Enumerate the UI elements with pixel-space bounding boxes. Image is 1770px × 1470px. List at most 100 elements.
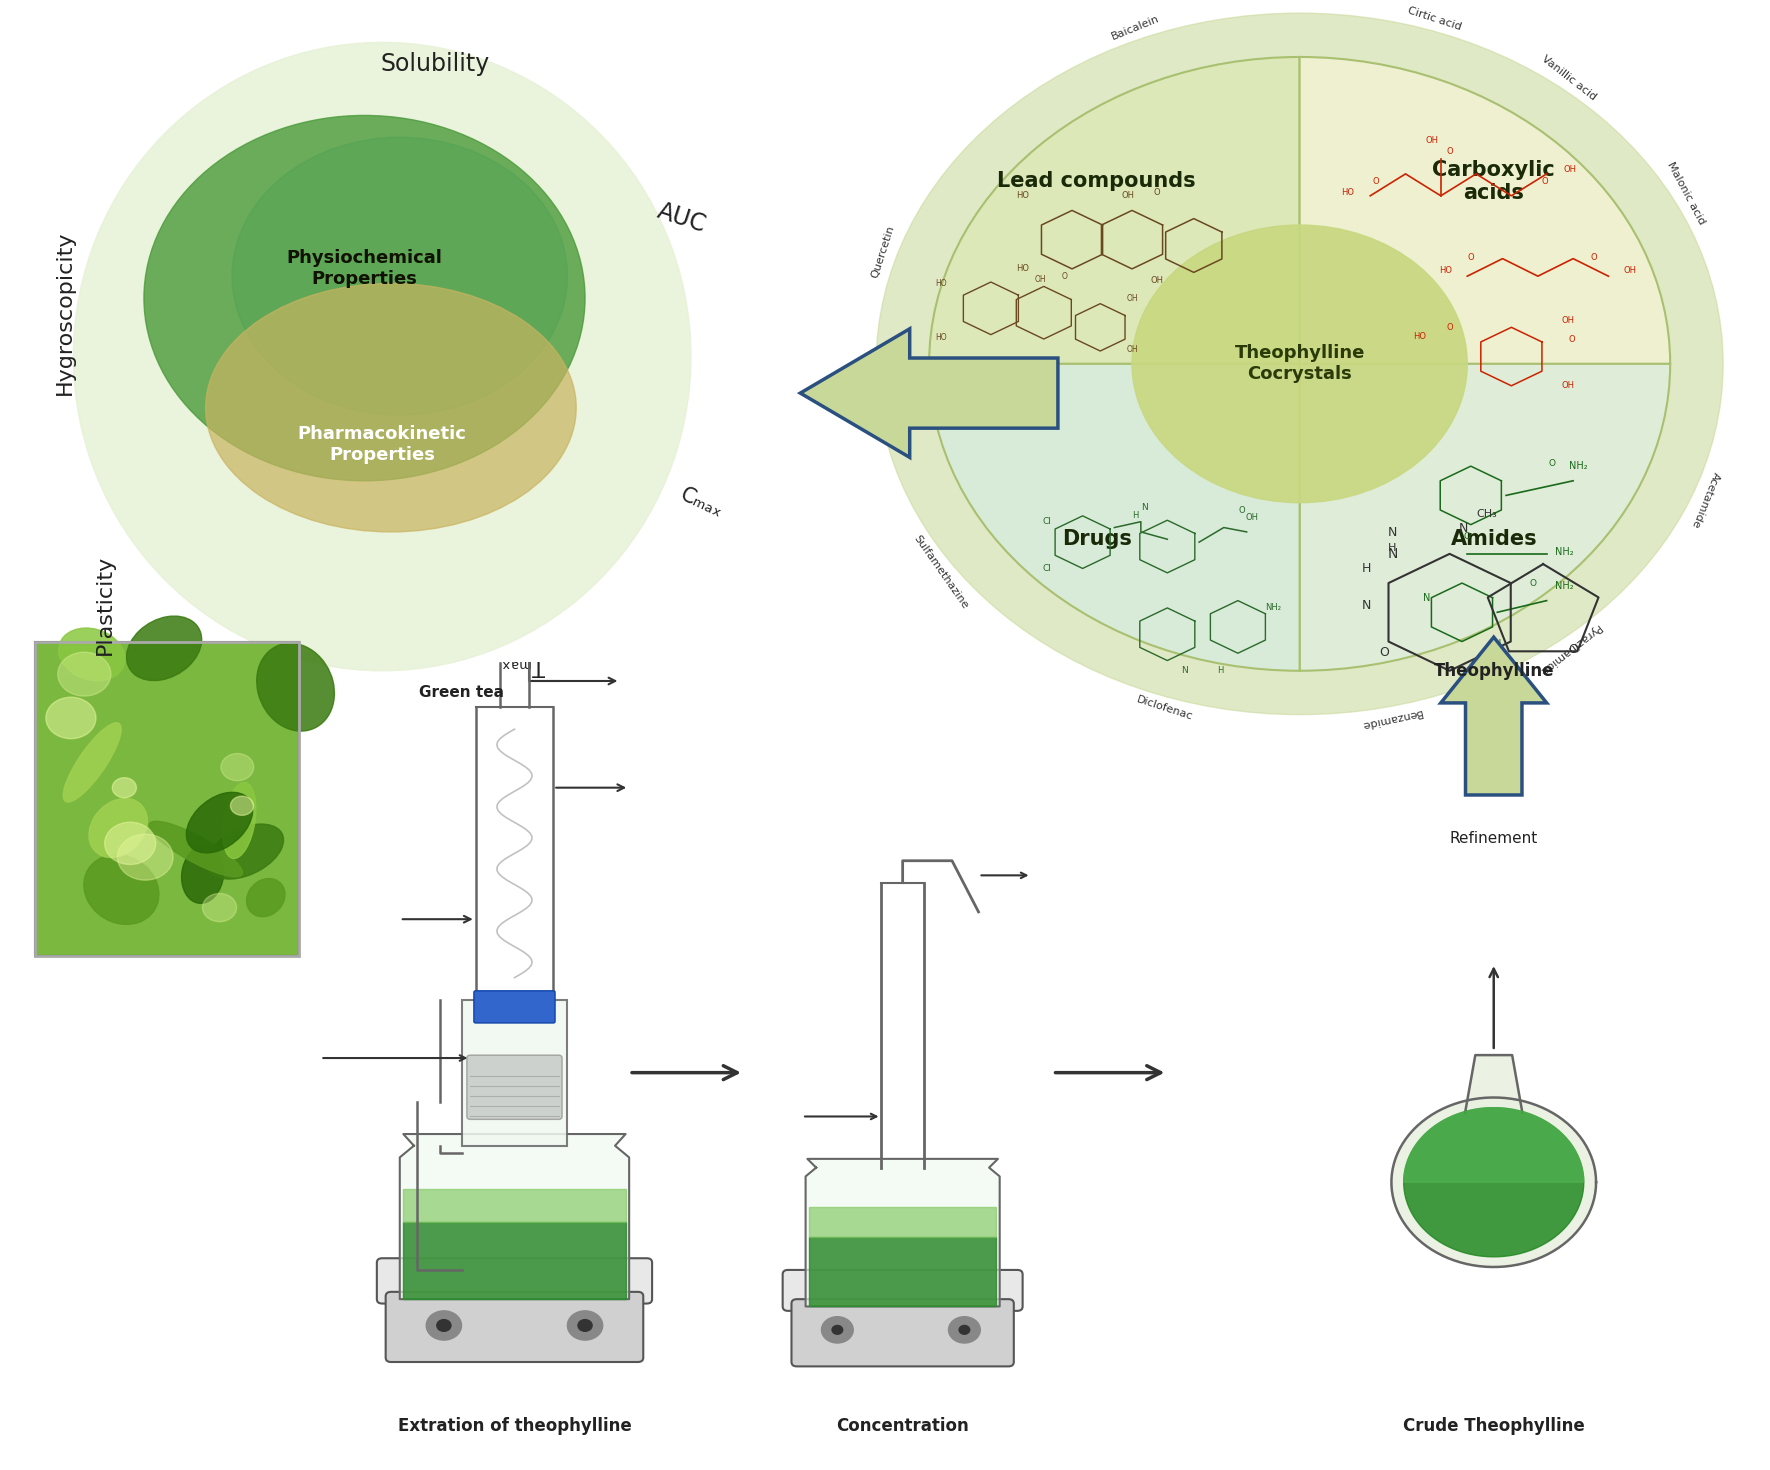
Text: Theophylline: Theophylline	[1434, 662, 1554, 679]
Text: O: O	[1372, 176, 1379, 185]
Text: HO: HO	[1016, 265, 1028, 273]
Circle shape	[58, 653, 112, 697]
Text: N: N	[1388, 526, 1397, 539]
FancyBboxPatch shape	[462, 1000, 568, 1145]
Text: OH: OH	[1126, 345, 1138, 354]
Text: N: N	[1423, 592, 1430, 603]
Text: NH₂: NH₂	[1556, 581, 1574, 591]
Polygon shape	[1404, 1108, 1584, 1257]
Text: Acetamide: Acetamide	[1690, 470, 1720, 529]
Text: N: N	[1182, 666, 1188, 675]
FancyBboxPatch shape	[386, 1292, 643, 1363]
Text: OH: OH	[1425, 135, 1439, 144]
Text: OH: OH	[1122, 191, 1135, 200]
Polygon shape	[805, 1158, 1000, 1307]
Polygon shape	[404, 1189, 625, 1223]
Text: Green tea: Green tea	[419, 685, 504, 700]
Ellipse shape	[205, 284, 577, 532]
Ellipse shape	[182, 845, 223, 904]
Text: O: O	[1529, 579, 1536, 588]
Ellipse shape	[58, 628, 126, 681]
Wedge shape	[1299, 57, 1671, 365]
Ellipse shape	[257, 644, 335, 731]
Text: N: N	[1361, 600, 1370, 613]
Text: Concentration: Concentration	[835, 1417, 968, 1435]
Text: HO: HO	[1342, 188, 1354, 197]
Circle shape	[117, 833, 173, 881]
Circle shape	[221, 754, 253, 781]
Text: CH₃: CH₃	[1497, 700, 1519, 710]
Text: O: O	[1464, 532, 1471, 541]
Text: HO: HO	[1016, 191, 1028, 200]
Text: O: O	[1237, 506, 1244, 514]
FancyBboxPatch shape	[377, 1258, 651, 1304]
Polygon shape	[809, 1207, 997, 1238]
Wedge shape	[929, 57, 1299, 365]
Text: H: H	[1361, 562, 1372, 575]
Text: O: O	[1549, 459, 1556, 467]
Text: Drugs: Drugs	[1062, 529, 1131, 550]
Text: Vanillic acid: Vanillic acid	[1540, 54, 1598, 103]
Circle shape	[949, 1317, 981, 1344]
Text: HO: HO	[936, 334, 947, 343]
Polygon shape	[1404, 1108, 1584, 1182]
Text: Pharmacokinetic
Properties: Pharmacokinetic Properties	[297, 425, 467, 463]
Text: OH: OH	[1034, 275, 1046, 284]
Text: Tₘₐₓ: Tₘₐₓ	[501, 657, 545, 676]
Text: OH: OH	[1561, 381, 1574, 391]
Text: Hygroscopicity: Hygroscopicity	[55, 231, 74, 395]
Circle shape	[832, 1326, 843, 1335]
Text: Plasticity: Plasticity	[96, 554, 115, 656]
Polygon shape	[1391, 1098, 1597, 1267]
Text: AUC: AUC	[655, 198, 710, 237]
Circle shape	[427, 1311, 462, 1341]
Text: N: N	[1494, 639, 1501, 650]
Polygon shape	[809, 1238, 997, 1307]
Text: OH: OH	[1563, 165, 1575, 173]
Text: HO: HO	[1412, 332, 1427, 341]
Polygon shape	[1466, 1055, 1522, 1113]
Ellipse shape	[207, 825, 283, 879]
Text: Baicalein: Baicalein	[1110, 13, 1161, 43]
Text: O: O	[1568, 644, 1577, 656]
Ellipse shape	[64, 723, 120, 803]
Text: N: N	[1458, 522, 1467, 535]
Text: Carboxylic
acids: Carboxylic acids	[1432, 160, 1556, 203]
Ellipse shape	[223, 782, 257, 858]
FancyBboxPatch shape	[35, 641, 299, 956]
Text: NH₂: NH₂	[1570, 462, 1588, 472]
Circle shape	[1133, 225, 1467, 503]
Text: NH₂: NH₂	[1556, 547, 1574, 557]
Circle shape	[579, 1320, 593, 1332]
Text: Benzamide: Benzamide	[1359, 707, 1421, 729]
Ellipse shape	[83, 854, 159, 925]
Text: O: O	[1542, 176, 1549, 185]
Ellipse shape	[246, 879, 285, 917]
Text: OH: OH	[1623, 266, 1635, 275]
Text: HO: HO	[936, 279, 947, 288]
Text: Crude Theophylline: Crude Theophylline	[1404, 1417, 1584, 1435]
Text: Cl: Cl	[1043, 517, 1051, 526]
FancyBboxPatch shape	[791, 1299, 1014, 1367]
Text: O: O	[1446, 147, 1453, 156]
Text: Physiochemical
Properties: Physiochemical Properties	[287, 250, 442, 288]
Text: CH₃: CH₃	[1476, 509, 1497, 519]
Polygon shape	[404, 1223, 625, 1299]
Ellipse shape	[88, 798, 147, 857]
Circle shape	[230, 797, 253, 816]
Circle shape	[202, 894, 237, 922]
Text: OH: OH	[1150, 276, 1163, 285]
Text: Extration of theophylline: Extration of theophylline	[398, 1417, 632, 1435]
Text: Amides: Amides	[1450, 529, 1536, 550]
Text: Cl: Cl	[1043, 564, 1051, 573]
Text: OH: OH	[1246, 513, 1258, 522]
Text: N: N	[1476, 682, 1485, 695]
Text: Diclofenac: Diclofenac	[1135, 695, 1193, 722]
Circle shape	[143, 116, 586, 481]
Text: O: O	[1591, 253, 1598, 262]
FancyBboxPatch shape	[782, 1270, 1023, 1311]
Text: OH: OH	[1561, 316, 1574, 325]
Wedge shape	[1299, 365, 1671, 670]
Circle shape	[821, 1317, 853, 1344]
Text: O: O	[1154, 188, 1159, 197]
